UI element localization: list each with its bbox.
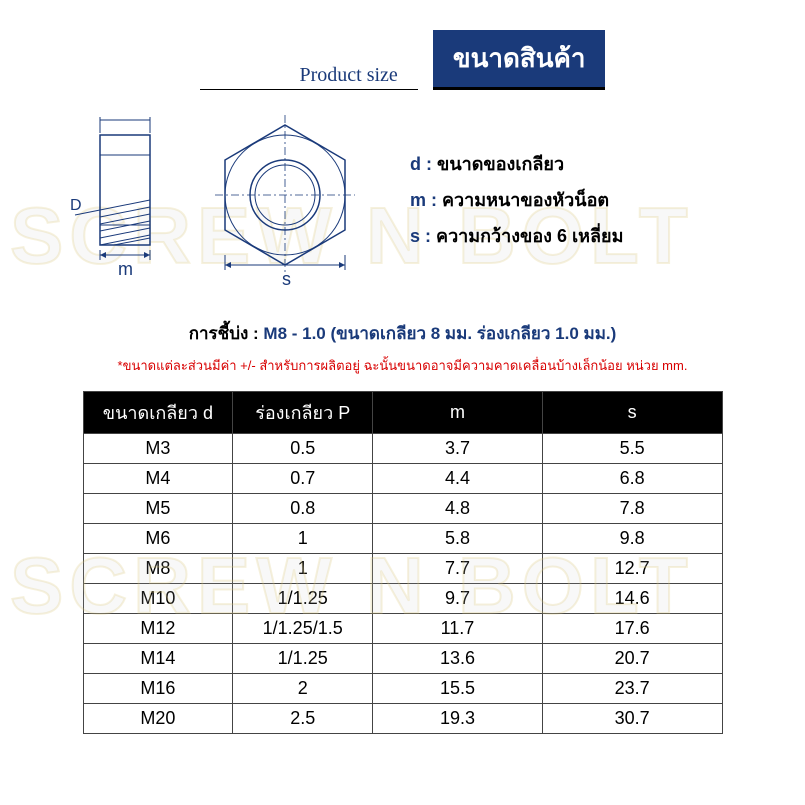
cell-m: 7.7 bbox=[373, 554, 543, 584]
cell-s: 6.8 bbox=[542, 464, 722, 494]
cell-p: 0.7 bbox=[233, 464, 373, 494]
cell-s: 23.7 bbox=[542, 674, 722, 704]
description-label: การชี้บ่ง : bbox=[189, 324, 264, 343]
cell-s: 20.7 bbox=[542, 644, 722, 674]
legend-s-text: ความกว้างของ 6 เหลี่ยม bbox=[436, 226, 623, 246]
table-row: M817.712.7 bbox=[83, 554, 722, 584]
table-header-row: ขนาดเกลียว d ร่องเกลียว P m s bbox=[83, 392, 722, 434]
cell-p: 1/1.25 bbox=[233, 644, 373, 674]
th-d: ขนาดเกลียว d bbox=[83, 392, 233, 434]
title-th: ขนาดสินค้า bbox=[433, 30, 606, 90]
table-row: M615.89.8 bbox=[83, 524, 722, 554]
cell-p: 2 bbox=[233, 674, 373, 704]
table-row: M202.519.330.7 bbox=[83, 704, 722, 734]
legend-d-key: d : bbox=[410, 154, 432, 174]
cell-p: 1/1.25 bbox=[233, 584, 373, 614]
cell-d: M8 bbox=[83, 554, 233, 584]
th-p: ร่องเกลียว P bbox=[233, 392, 373, 434]
cell-m: 3.7 bbox=[373, 434, 543, 464]
legend-m-text: ความหนาของหัวน็อต bbox=[442, 190, 609, 210]
table-row: M16215.523.7 bbox=[83, 674, 722, 704]
cell-s: 17.6 bbox=[542, 614, 722, 644]
table-row: M101/1.259.714.6 bbox=[83, 584, 722, 614]
cell-s: 7.8 bbox=[542, 494, 722, 524]
nut-diagrams: D m s bbox=[70, 110, 370, 290]
cell-d: M10 bbox=[83, 584, 233, 614]
cell-m: 5.8 bbox=[373, 524, 543, 554]
legend-m: m : ความหนาของหัวน็อต bbox=[410, 182, 623, 218]
label-m: m bbox=[118, 259, 133, 279]
diagram-section: D m s bbox=[70, 110, 765, 290]
cell-m: 15.5 bbox=[373, 674, 543, 704]
th-s: s bbox=[542, 392, 722, 434]
cell-d: M6 bbox=[83, 524, 233, 554]
product-size-en: Product size bbox=[200, 64, 418, 90]
table-row: M30.53.75.5 bbox=[83, 434, 722, 464]
table-row: M50.84.87.8 bbox=[83, 494, 722, 524]
cell-s: 14.6 bbox=[542, 584, 722, 614]
cell-d: M3 bbox=[83, 434, 233, 464]
cell-p: 0.8 bbox=[233, 494, 373, 524]
table-row: M40.74.46.8 bbox=[83, 464, 722, 494]
cell-s: 5.5 bbox=[542, 434, 722, 464]
label-s: s bbox=[282, 269, 291, 289]
legend: d : ขนาดของเกลียว m : ความหนาของหัวน็อต … bbox=[410, 146, 623, 254]
nut-side-view-icon: D m bbox=[70, 115, 170, 285]
legend-s-key: s : bbox=[410, 226, 431, 246]
description-value: M8 - 1.0 (ขนาดเกลียว 8 มม. ร่องเกลียว 1.… bbox=[263, 324, 616, 343]
spec-table: ขนาดเกลียว d ร่องเกลียว P m s M30.53.75.… bbox=[83, 391, 723, 734]
cell-s: 9.8 bbox=[542, 524, 722, 554]
header-row: Product size ขนาดสินค้า bbox=[40, 30, 765, 90]
cell-m: 19.3 bbox=[373, 704, 543, 734]
cell-s: 30.7 bbox=[542, 704, 722, 734]
legend-m-key: m : bbox=[410, 190, 437, 210]
th-m: m bbox=[373, 392, 543, 434]
cell-m: 11.7 bbox=[373, 614, 543, 644]
legend-s: s : ความกว้างของ 6 เหลี่ยม bbox=[410, 218, 623, 254]
cell-s: 12.7 bbox=[542, 554, 722, 584]
table-row: M121/1.25/1.511.717.6 bbox=[83, 614, 722, 644]
legend-d: d : ขนาดของเกลียว bbox=[410, 146, 623, 182]
cell-d: M16 bbox=[83, 674, 233, 704]
cell-p: 1 bbox=[233, 524, 373, 554]
cell-p: 1/1.25/1.5 bbox=[233, 614, 373, 644]
cell-d: M5 bbox=[83, 494, 233, 524]
cell-m: 9.7 bbox=[373, 584, 543, 614]
cell-m: 4.4 bbox=[373, 464, 543, 494]
note-line: *ขนาดแต่ละส่วนมีค่า +/- สำหรับการผลิตอยู… bbox=[40, 355, 765, 376]
cell-p: 2.5 bbox=[233, 704, 373, 734]
legend-d-text: ขนาดของเกลียว bbox=[437, 154, 564, 174]
cell-d: M4 bbox=[83, 464, 233, 494]
cell-m: 4.8 bbox=[373, 494, 543, 524]
table-row: M141/1.2513.620.7 bbox=[83, 644, 722, 674]
nut-top-view-icon: s bbox=[200, 110, 370, 290]
cell-d: M20 bbox=[83, 704, 233, 734]
label-d: D bbox=[70, 197, 82, 214]
cell-d: M12 bbox=[83, 614, 233, 644]
description-line: การชี้บ่ง : M8 - 1.0 (ขนาดเกลียว 8 มม. ร… bbox=[40, 320, 765, 347]
cell-m: 13.6 bbox=[373, 644, 543, 674]
cell-d: M14 bbox=[83, 644, 233, 674]
cell-p: 1 bbox=[233, 554, 373, 584]
cell-p: 0.5 bbox=[233, 434, 373, 464]
